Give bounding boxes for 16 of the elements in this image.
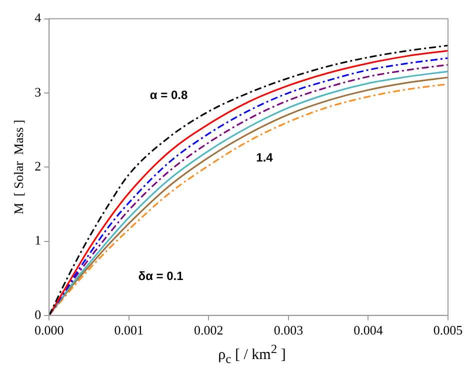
x-tick-label: 0.001	[114, 322, 144, 338]
y-tick-label: 2	[34, 158, 42, 174]
y-tick-label: 0	[34, 306, 42, 322]
y-axis-title: M [ Solar Mass ]	[11, 120, 26, 214]
annotation: 1.4	[256, 150, 274, 165]
y-tick-label: 1	[34, 232, 42, 248]
annotation: δα = 0.1	[138, 269, 184, 284]
x-tick-label: 0.005	[433, 322, 463, 338]
x-tick-label: 0.003	[274, 322, 304, 338]
annotation: α = 0.8	[150, 88, 188, 102]
y-tick-label: 4	[34, 10, 42, 26]
x-tick-label: 0.000	[34, 322, 64, 338]
x-axis-title: ρ$_{c}$ [ / km$^{2}$ ]	[217, 342, 287, 367]
x-tick-label: 0.002	[194, 322, 224, 338]
y-tick-label: 3	[34, 84, 42, 100]
x-tick-label: 0.004	[354, 322, 384, 338]
